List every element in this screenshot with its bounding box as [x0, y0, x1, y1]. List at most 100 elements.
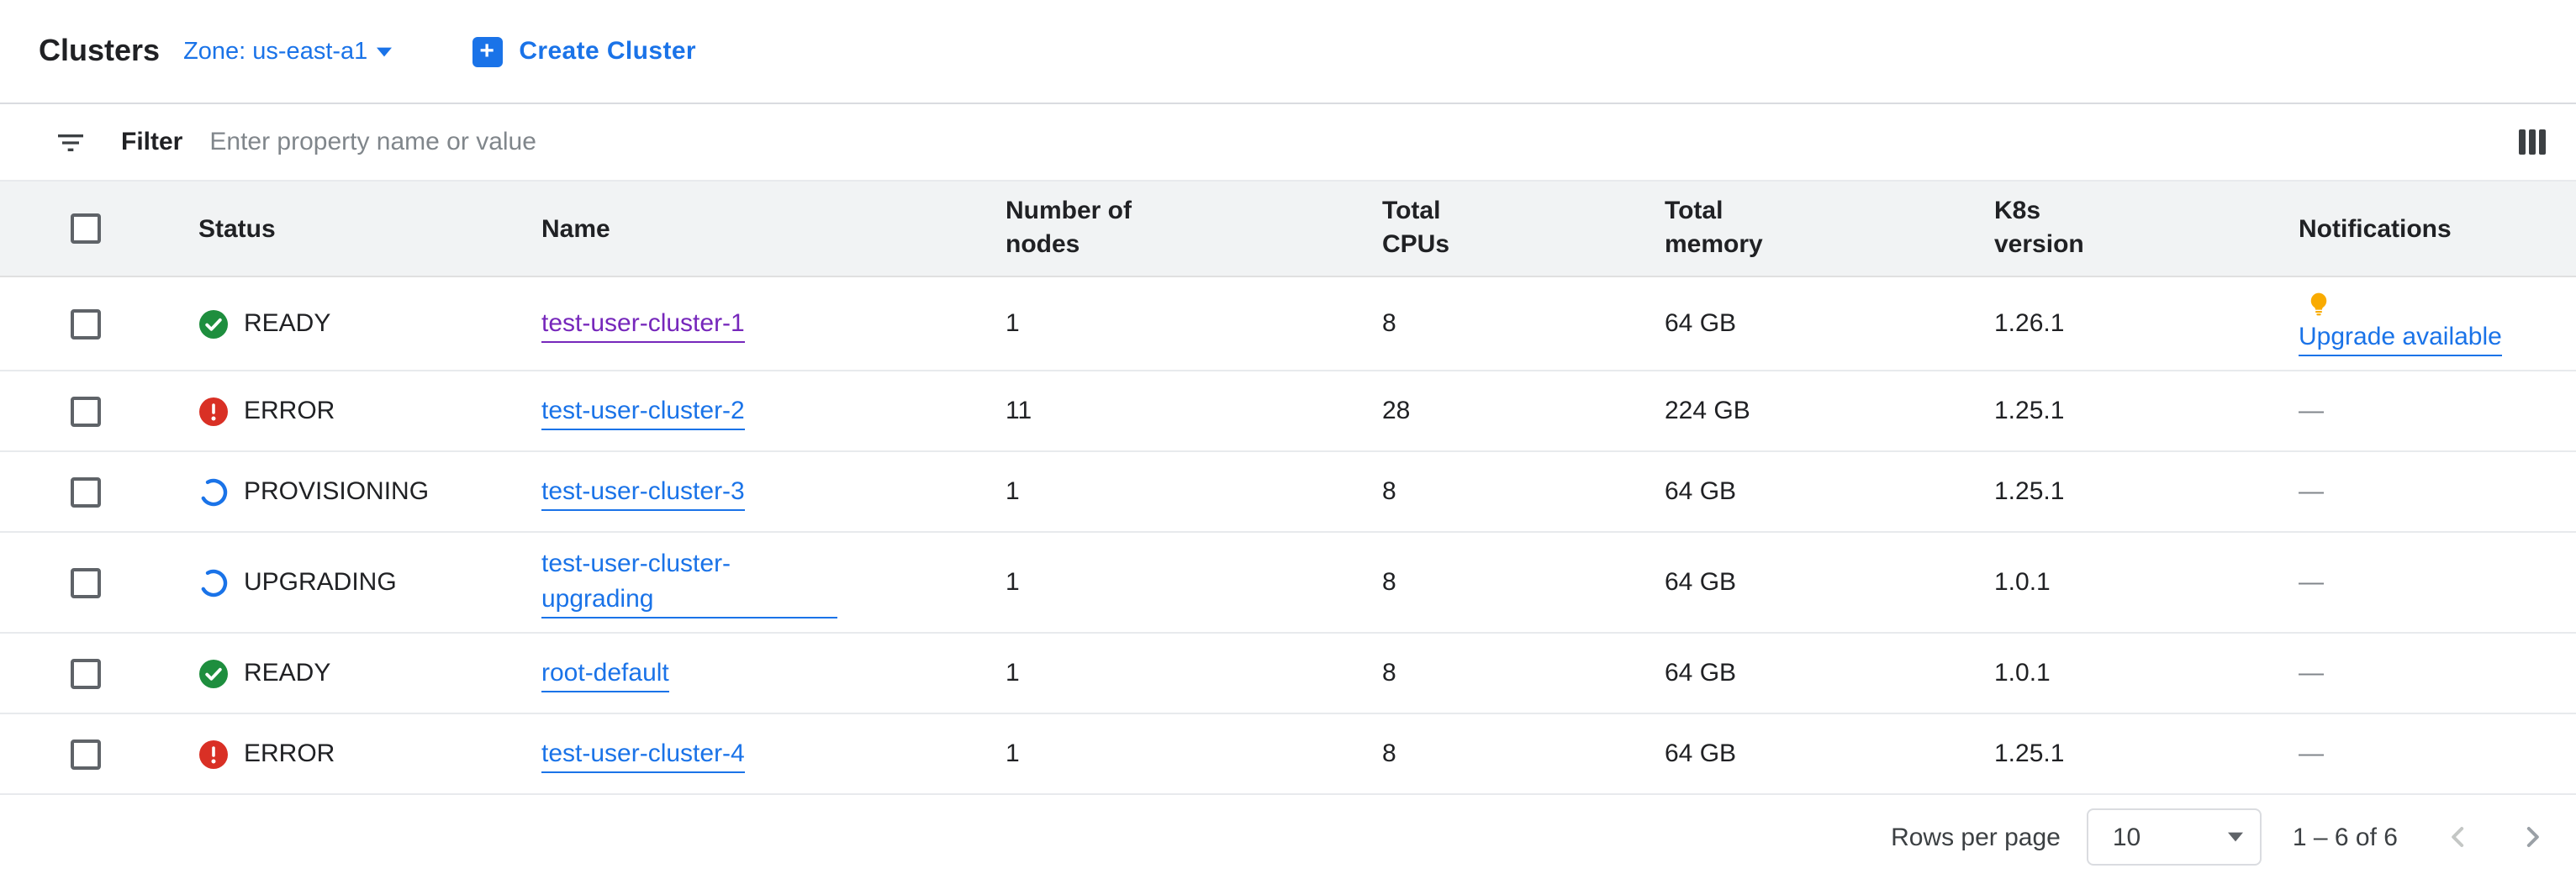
status-icon — [198, 658, 229, 688]
nodes-cell: 1 — [1006, 309, 1020, 338]
status-icon — [198, 739, 229, 769]
row-checkbox[interactable] — [71, 739, 101, 769]
checkbox-cell — [0, 554, 172, 611]
cluster-name-link[interactable]: root-default — [541, 655, 669, 692]
page-range-label: 1 – 6 of 6 — [2292, 823, 2398, 851]
cpus-cell: 8 — [1382, 740, 1396, 768]
filter-icon — [54, 125, 87, 159]
status-icon — [198, 308, 229, 339]
filter-bar: Filter — [0, 104, 2576, 182]
filter-input[interactable] — [209, 128, 2512, 156]
zone-label: Zone: us-east-a1 — [183, 38, 368, 65]
cpus-cell: 8 — [1382, 309, 1396, 338]
lightbulb-icon — [2305, 291, 2332, 318]
row-checkbox[interactable] — [71, 476, 101, 507]
status-cell: ERROR — [172, 725, 515, 782]
memory-cell: 64 GB — [1665, 309, 1737, 338]
checkbox-cell — [0, 645, 172, 702]
cpus-cell: 28 — [1382, 397, 1411, 425]
no-notification-dash: — — [2299, 397, 2324, 425]
zone-selector[interactable]: Zone: us-east-a1 — [183, 38, 392, 65]
notifications-cell: — — [2272, 464, 2576, 519]
status-cell: READY — [172, 295, 515, 352]
no-notification-dash: — — [2299, 740, 2324, 768]
upgrade-available-link[interactable]: Upgrade available — [2299, 319, 2502, 356]
nodes-cell: 11 — [1006, 397, 1032, 425]
k8s-version-cell: 1.26.1 — [1994, 309, 2065, 338]
name-cell: test-user-cluster-3 — [515, 460, 979, 524]
rows-per-page-value: 10 — [2112, 823, 2141, 851]
status-label: READY — [244, 659, 331, 687]
k8s-version-cell: 1.0.1 — [1994, 659, 2051, 687]
no-notification-dash: — — [2299, 659, 2324, 687]
pagination-bar: Rows per page 10 1 – 6 of 6 — [0, 795, 2576, 879]
page-title: Clusters — [39, 34, 161, 67]
select-all-cell — [0, 200, 172, 257]
status-cell: UPGRADING — [172, 554, 515, 611]
status-label: UPGRADING — [244, 568, 397, 597]
name-cell: test-user-cluster-4 — [515, 722, 979, 786]
status-icon — [198, 567, 229, 597]
column-display-options-icon[interactable] — [2512, 123, 2552, 161]
memory-cell: 64 GB — [1665, 740, 1737, 768]
cluster-name-link[interactable]: test-user-cluster-3 — [541, 473, 745, 510]
column-header-notifications: Notifications — [2299, 214, 2452, 243]
cluster-name-link[interactable]: test-user-cluster-2 — [541, 392, 745, 429]
nodes-cell: 1 — [1006, 477, 1020, 506]
status-label: PROVISIONING — [244, 477, 430, 506]
table-header: Status Name Number of nodes Total CPUs T… — [0, 182, 2576, 277]
no-notification-dash: — — [2299, 568, 2324, 597]
upgrade-notification: Upgrade available — [2299, 291, 2556, 356]
k8s-version-cell: 1.25.1 — [1994, 740, 2065, 768]
cluster-name-link[interactable]: test-user-cluster-4 — [541, 735, 745, 772]
chevron-down-icon — [2228, 832, 2244, 842]
column-header-nodes: Number of nodes — [1006, 197, 1132, 259]
status-icon — [198, 476, 229, 507]
nodes-cell: 1 — [1006, 740, 1020, 768]
k8s-version-cell: 1.0.1 — [1994, 568, 2051, 597]
add-icon: + — [472, 36, 503, 66]
status-cell: PROVISIONING — [172, 463, 515, 520]
checkbox-cell — [0, 382, 172, 440]
table-row: READY root-default 1 8 64 GB 1.0.1 — — [0, 634, 2576, 714]
column-header-status: Status — [198, 214, 276, 243]
status-cell: ERROR — [172, 382, 515, 440]
status-label: READY — [244, 309, 331, 338]
create-cluster-label: Create Cluster — [519, 37, 696, 66]
memory-cell: 64 GB — [1665, 659, 1737, 687]
status-label: ERROR — [244, 397, 335, 425]
nodes-cell: 1 — [1006, 568, 1020, 597]
checkbox-cell — [0, 295, 172, 352]
no-notification-dash: — — [2299, 477, 2324, 506]
notifications-cell: — — [2272, 645, 2576, 701]
notifications-cell: Upgrade available — [2272, 277, 2576, 370]
row-checkbox[interactable] — [71, 396, 101, 426]
memory-cell: 64 GB — [1665, 568, 1737, 597]
name-cell: test-user-cluster-1 — [515, 292, 979, 355]
top-bar: Clusters Zone: us-east-a1 + Create Clust… — [0, 0, 2576, 104]
status-cell: READY — [172, 645, 515, 702]
column-header-cpus: Total CPUs — [1382, 197, 1450, 259]
table-body: READY test-user-cluster-1 1 8 64 GB 1.26… — [0, 277, 2576, 795]
cluster-name-link[interactable]: test-user-cluster-1 — [541, 305, 745, 342]
table-row: UPGRADING test-user-cluster-upgrading 1 … — [0, 533, 2576, 634]
k8s-version-cell: 1.25.1 — [1994, 477, 2065, 506]
column-header-k8s-version: K8s version — [1994, 197, 2084, 259]
status-label: ERROR — [244, 740, 335, 768]
row-checkbox[interactable] — [71, 308, 101, 339]
notifications-cell: — — [2272, 726, 2576, 782]
name-cell: root-default — [515, 641, 979, 705]
select-all-checkbox[interactable] — [71, 213, 101, 244]
previous-page-button[interactable] — [2438, 817, 2478, 857]
row-checkbox[interactable] — [71, 658, 101, 688]
create-cluster-button[interactable]: + Create Cluster — [472, 36, 696, 66]
next-page-button[interactable] — [2512, 817, 2552, 857]
checkbox-cell — [0, 725, 172, 782]
memory-cell: 64 GB — [1665, 477, 1737, 506]
row-checkbox[interactable] — [71, 567, 101, 597]
cluster-name-link[interactable]: test-user-cluster-upgrading — [541, 546, 837, 618]
notifications-cell: — — [2272, 555, 2576, 610]
rows-per-page-select[interactable]: 10 — [2087, 808, 2262, 866]
column-header-name: Name — [541, 214, 610, 243]
